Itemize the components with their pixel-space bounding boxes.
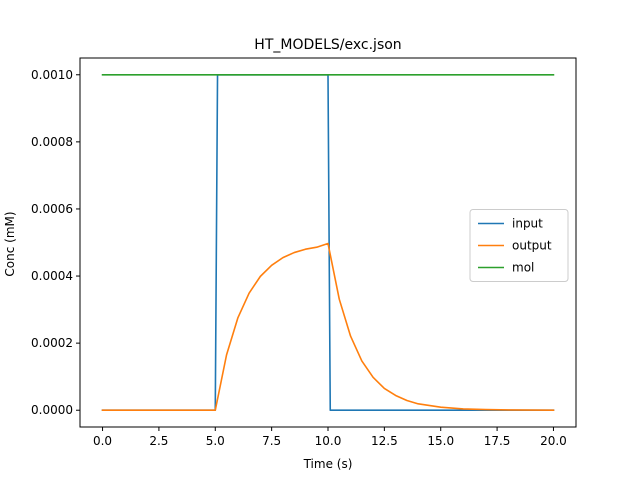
y-tick-label: 0.0008 bbox=[31, 135, 73, 149]
axes: 0.0 2.5 5.0 7.5 10.0 12.5 15.0 17.5 20.0 0.0000 0.… bbox=[31, 57, 577, 448]
series-group bbox=[101, 73, 555, 412]
x-axis-label: Time (s) bbox=[303, 457, 353, 471]
x-tick-label: 17.5 bbox=[484, 434, 511, 448]
y-tick-label: 0.0006 bbox=[31, 202, 73, 216]
legend-label-input: input bbox=[512, 217, 543, 231]
legend-label-output: output bbox=[512, 239, 552, 253]
plot-area bbox=[101, 73, 555, 412]
y-tick-label: 0.0004 bbox=[31, 269, 73, 283]
y-tick-label: 0.0010 bbox=[31, 68, 73, 82]
legend-box bbox=[469, 209, 569, 282]
x-tick-label: 15.0 bbox=[427, 434, 454, 448]
x-tick-label: 7.5 bbox=[262, 434, 281, 448]
y-axis-label: Conc (mM) bbox=[3, 211, 17, 276]
x-tick-label: 20.0 bbox=[540, 434, 567, 448]
y-tick-label: 0.0000 bbox=[31, 403, 73, 417]
series-line-output bbox=[101, 242, 555, 412]
x-tick-label: 0.0 bbox=[93, 434, 112, 448]
chart-title: HT_MODELS/exc.json bbox=[254, 37, 401, 53]
x-tick-label: 2.5 bbox=[149, 434, 168, 448]
y-tick-label: 0.0002 bbox=[31, 336, 73, 350]
legend: input output mol bbox=[469, 209, 569, 282]
x-tick-label: 10.0 bbox=[315, 434, 342, 448]
x-tick-label: 5.0 bbox=[206, 434, 225, 448]
x-tick-label: 12.5 bbox=[371, 434, 398, 448]
legend-label-mol: mol bbox=[512, 261, 534, 275]
